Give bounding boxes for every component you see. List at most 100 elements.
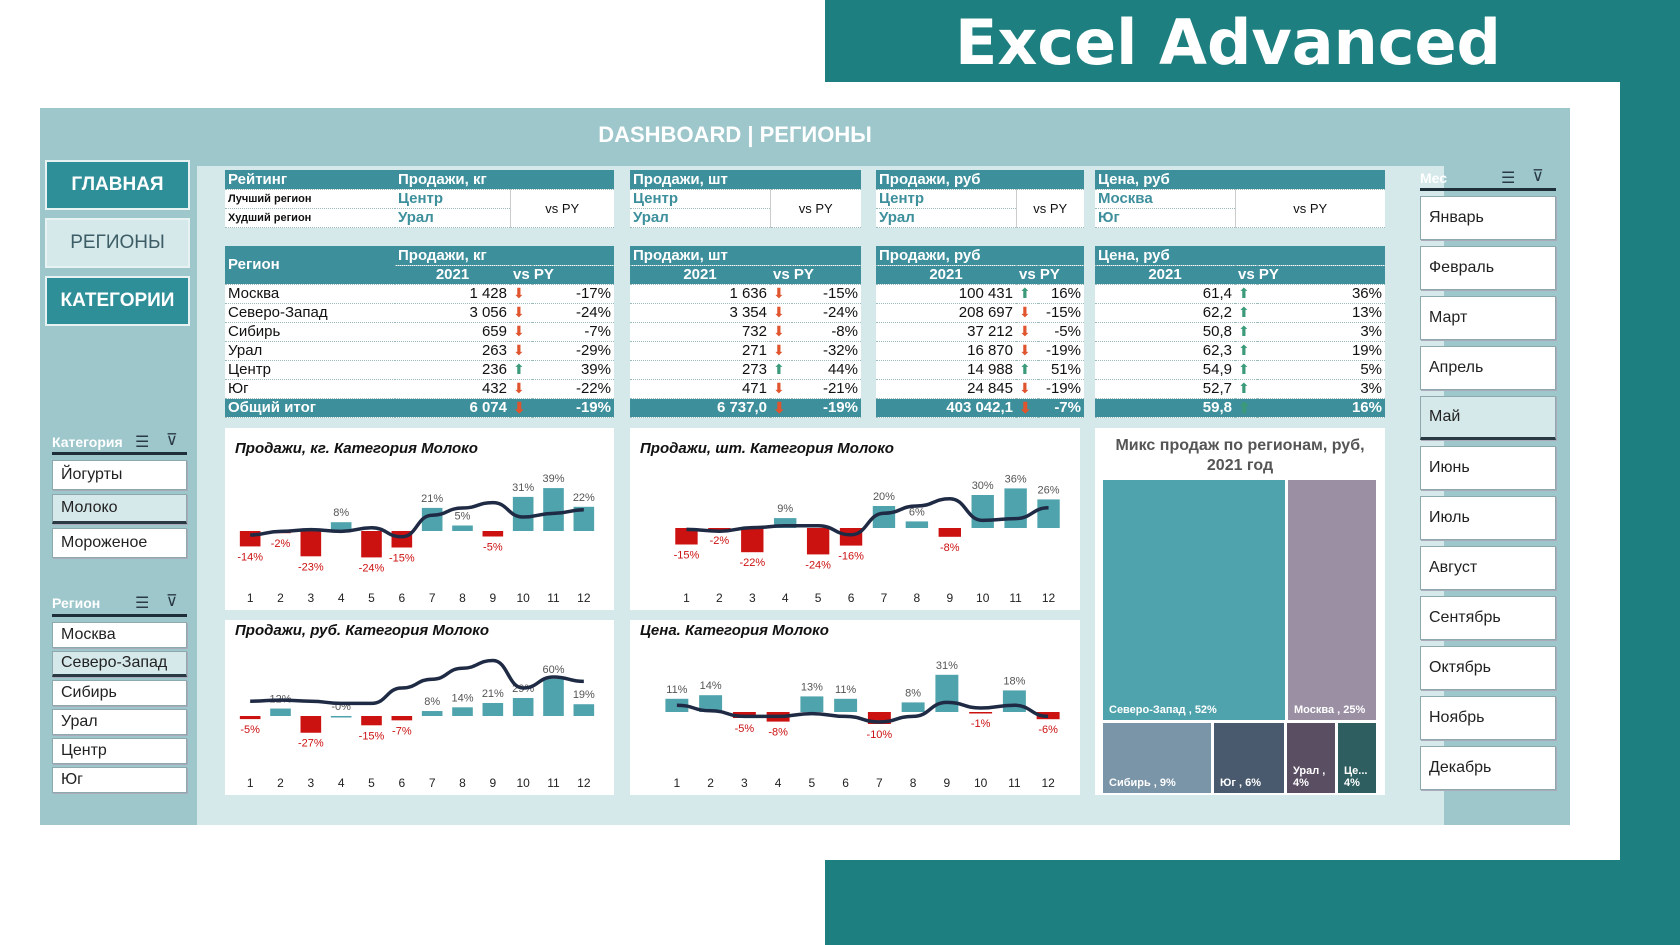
value-cell: 659 (395, 322, 510, 342)
data-label: 26% (1038, 484, 1060, 496)
value-cell: 1 428 (395, 284, 510, 304)
data-label: -7% (392, 725, 412, 737)
treemap-tile: Сибирь , 9% (1103, 723, 1211, 793)
data-label: -1% (971, 718, 991, 730)
data-label: -22% (739, 557, 765, 569)
x-tick-label: 3 (307, 776, 314, 790)
arrow-up-icon: ⬆ (1235, 284, 1257, 304)
slicer-item[interactable]: Мороженое (52, 528, 187, 558)
chart-kg: Продажи, кг. Категория Молоко -14% 1 -2% 2-… (225, 428, 614, 610)
total-pct: -19% (792, 398, 861, 418)
bar (708, 528, 731, 531)
slicer-item[interactable]: Март (1420, 296, 1556, 340)
slicer-item[interactable]: Май (1420, 396, 1556, 440)
slicer-item[interactable]: Молоко (52, 494, 187, 524)
bar (300, 716, 322, 733)
pct-cell: -15% (792, 284, 861, 304)
slicer-item[interactable]: Ноябрь (1420, 696, 1556, 740)
multi-select-icon[interactable]: ☰ (135, 434, 150, 451)
pct-cell: 13% (1257, 303, 1385, 323)
nav-main-button[interactable]: ГЛАВНАЯ (45, 160, 190, 210)
bar (270, 708, 291, 716)
worst-region: Урал (876, 208, 1016, 228)
treemap-tile: Северо-Запад , 52% (1103, 480, 1285, 720)
data-label: -8% (768, 727, 788, 739)
clear-filter-icon[interactable]: ⊽ (1532, 168, 1544, 185)
region-name: Северо-Запад (225, 303, 395, 323)
bar (969, 712, 993, 714)
pct-cell: -21% (792, 379, 861, 399)
slicer-item[interactable]: Йогурты (52, 460, 187, 490)
slicer-item[interactable]: Юг (52, 767, 187, 793)
bar (482, 702, 504, 716)
data-label: -10% (867, 729, 893, 741)
data-label: 8% (905, 687, 921, 699)
slicer-item[interactable]: Сибирь (52, 680, 187, 706)
slicer-item[interactable]: Апрель (1420, 346, 1556, 390)
block-title: Продажи, шт (630, 246, 861, 266)
slicer-item[interactable]: Февраль (1420, 246, 1556, 290)
slicer-item[interactable]: Август (1420, 546, 1556, 590)
table-row: 732 ⬇ -8% (630, 322, 861, 342)
slicer-item[interactable]: Москва (52, 622, 187, 648)
x-tick-label: 10 (976, 591, 990, 605)
value-cell: 471 (630, 379, 770, 399)
bar (774, 518, 797, 528)
data-label: 60% (542, 664, 564, 676)
value-cell: 263 (395, 341, 510, 361)
x-tick-label: 2 (277, 591, 284, 605)
slicer-item[interactable]: Январь (1420, 196, 1556, 240)
brand-banner-right (1620, 82, 1680, 860)
multi-select-icon[interactable]: ☰ (1501, 170, 1516, 187)
table-row: Юг 432 ⬇ -22% (225, 379, 614, 399)
table-row: 52,7 ⬆ 3% (1095, 379, 1385, 399)
nav-regions-button[interactable]: РЕГИОНЫ (45, 218, 190, 268)
x-tick-label: 2 (707, 776, 714, 790)
pct-cell: -8% (792, 322, 861, 342)
x-tick-label: 4 (782, 591, 789, 605)
total-value: 6 737,0 (630, 398, 770, 418)
total-value: 59,8 (1095, 398, 1235, 418)
rating-col-title: Продажи, кг (395, 170, 614, 190)
slicer-item[interactable]: Декабрь (1420, 746, 1556, 790)
slicer-item[interactable]: Северо-Запад (52, 651, 187, 677)
slicer-item[interactable]: Сентябрь (1420, 596, 1556, 640)
arrow-up-icon: ⬆ (1235, 341, 1257, 361)
bar (905, 521, 929, 528)
slicer-item[interactable]: Июль (1420, 496, 1556, 540)
x-tick-label: 4 (338, 776, 345, 790)
x-tick-label: 5 (368, 776, 375, 790)
slicer-item[interactable]: Июнь (1420, 446, 1556, 490)
vs-py-label: vs PY (1234, 189, 1385, 228)
bar (901, 702, 925, 712)
pct-cell: -29% (532, 341, 614, 361)
chart-title: Продажи, руб. Категория Молоко (235, 622, 490, 639)
x-tick-label: 7 (429, 591, 436, 605)
clear-filter-icon[interactable]: ⊽ (166, 432, 178, 449)
x-tick-label: 6 (848, 591, 855, 605)
pct-cell: -24% (532, 303, 614, 323)
slicer-item[interactable]: Центр (52, 738, 187, 764)
x-tick-label: 1 (247, 776, 254, 790)
bar (971, 495, 994, 528)
value-cell: 100 431 (876, 284, 1016, 304)
value-cell: 273 (630, 360, 770, 380)
clear-filter-icon[interactable]: ⊽ (166, 593, 178, 610)
multi-select-icon[interactable]: ☰ (135, 595, 150, 612)
worst-region: Урал (630, 208, 770, 228)
bar (675, 528, 698, 545)
pct-cell: 36% (1257, 284, 1385, 304)
total-value: 403 042,1 (876, 398, 1016, 418)
arrow-down-icon: ⬇ (510, 398, 532, 418)
x-tick-label: 9 (489, 776, 496, 790)
data-label: -24% (805, 559, 831, 571)
chart-title: Цена. Категория Молоко (640, 622, 829, 639)
value-cell: 61,4 (1095, 284, 1235, 304)
rating-col-title: Продажи, шт (630, 170, 861, 190)
nav-categories-button[interactable]: КАТЕГОРИИ (45, 276, 190, 326)
arrow-down-icon: ⬇ (770, 379, 792, 399)
slicer-item[interactable]: Октябрь (1420, 646, 1556, 690)
bar (938, 528, 961, 537)
trend-line (250, 500, 584, 539)
slicer-item[interactable]: Урал (52, 709, 187, 735)
